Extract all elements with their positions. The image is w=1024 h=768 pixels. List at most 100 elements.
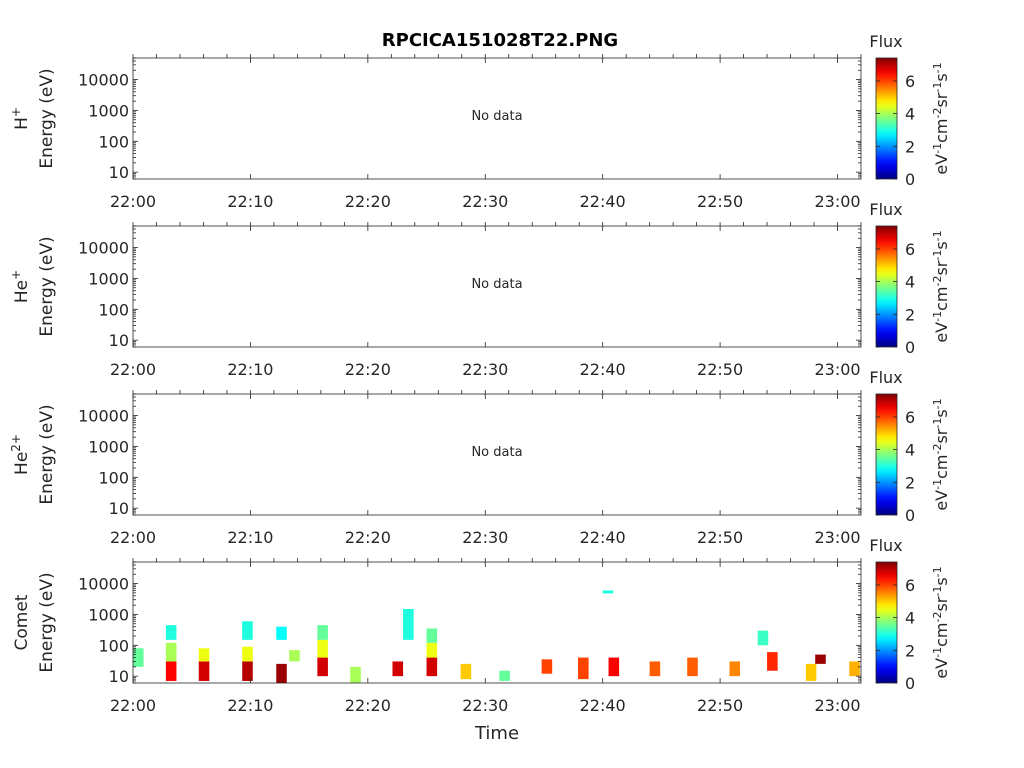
y-axis-label: Energy (eV): [37, 68, 57, 168]
colorbar-title: Flux: [869, 368, 902, 387]
flux-cell: [849, 661, 860, 677]
flux-cell: [608, 657, 620, 677]
colorbar-tick-label: 6: [905, 72, 915, 91]
flux-cell: [392, 661, 404, 677]
x-axis-label: Time: [474, 723, 519, 744]
colorbar-tick-label: 0: [905, 674, 915, 693]
no-data-label: No data: [471, 277, 522, 292]
y-tick-label: 10000: [78, 71, 129, 90]
y-axis-label: Energy (eV): [37, 572, 57, 672]
plot-frame: [132, 57, 862, 180]
x-tick-label: 22:10: [227, 696, 273, 715]
y-tick-label: 1000: [88, 437, 129, 456]
y-tick-label: 100: [98, 468, 129, 487]
x-tick-label: 22:50: [697, 696, 743, 715]
colorbar-unit-label: eV-1cm-2sr-1s-1: [931, 398, 951, 510]
species-label: He+: [9, 270, 32, 303]
flux-cell: [767, 652, 778, 671]
y-tick-label: 1000: [88, 605, 129, 624]
colorbar-tick-label: 4: [905, 273, 915, 292]
flux-cell: [541, 659, 553, 674]
colorbar-tick-label: 0: [905, 338, 915, 357]
plot-frame: [132, 393, 862, 516]
x-tick-label: 22:10: [227, 528, 273, 547]
flux-cell: [426, 642, 438, 658]
x-tick-label: 22:10: [227, 360, 273, 379]
colorbar-title: Flux: [869, 32, 902, 51]
flux-cell: [578, 657, 589, 680]
flux-cell: [805, 663, 817, 681]
flux-cell: [198, 661, 210, 681]
colorbar-tick-label: 4: [905, 609, 915, 628]
panel-1: 10 100 1000 10000 22:00 22:10 22:20 22:30 22:40 2…: [9, 32, 951, 211]
y-tick-label: 10000: [78, 239, 129, 258]
species-label: H+: [9, 107, 32, 130]
y-tick-label: 10: [109, 499, 129, 518]
x-tick-label: 22:40: [580, 696, 626, 715]
colorbar-unit-label: eV-1cm-2sr-1s-1: [931, 566, 951, 678]
colorbar-unit-label: eV-1cm-2sr-1s-1: [931, 230, 951, 342]
flux-cell: [165, 625, 177, 640]
colorbar: [875, 393, 898, 516]
x-tick-label: 22:40: [580, 360, 626, 379]
flux-cell: [499, 670, 510, 681]
x-tick-label: 22:30: [462, 192, 508, 211]
plot-frame: [132, 561, 862, 684]
y-axis-label: Energy (eV): [37, 236, 57, 336]
no-data-label: No data: [471, 109, 522, 124]
x-tick-label: 23:00: [814, 696, 860, 715]
flux-cell: [133, 648, 144, 667]
y-tick-label: 100: [98, 132, 129, 151]
species-label: He2+: [9, 434, 32, 475]
x-tick-label: 22:40: [580, 192, 626, 211]
flux-cell: [649, 661, 661, 677]
panel-2: 10 100 1000 10000 22:00 22:10 22:20 22:30 22:40 2…: [9, 200, 951, 379]
flux-cell: [687, 657, 698, 677]
panel-3: 10 100 1000 10000 22:00 22:10 22:20 22:30 22:40 2…: [9, 368, 951, 547]
colorbar-tick-label: 2: [905, 473, 915, 492]
flux-cell: [317, 639, 328, 658]
flux-cell: [276, 626, 287, 640]
y-tick-label: 10: [109, 163, 129, 182]
flux-cell: [165, 642, 177, 662]
colorbar-tick-label: 6: [905, 576, 915, 595]
x-tick-label: 22:50: [697, 360, 743, 379]
flux-cell: [426, 628, 438, 643]
flux-cell: [165, 661, 177, 681]
colorbar: [875, 225, 898, 348]
x-tick-label: 23:00: [814, 192, 860, 211]
y-tick-label: 10: [109, 331, 129, 350]
flux-cell: [815, 654, 826, 664]
flux-cell: [317, 625, 328, 640]
x-tick-label: 22:30: [462, 360, 508, 379]
flux-cell: [757, 630, 769, 646]
y-tick-label: 10: [109, 667, 129, 686]
flux-cell: [729, 661, 741, 677]
y-tick-label: 10000: [78, 575, 129, 594]
colorbar-tick-label: 2: [905, 137, 915, 156]
plot-frame: [132, 225, 862, 348]
colorbar-tick-label: 6: [905, 240, 915, 259]
figure-title: RPCICA151028T22.PNG: [381, 30, 619, 51]
flux-cell: [460, 663, 472, 680]
colorbar: [875, 57, 898, 180]
x-tick-label: 22:30: [462, 696, 508, 715]
flux-cell: [403, 608, 414, 640]
flux-cell: [289, 650, 300, 662]
colorbar-tick-label: 4: [905, 105, 915, 124]
x-tick-label: 22:00: [110, 192, 156, 211]
x-tick-label: 22:10: [227, 192, 273, 211]
no-data-label: No data: [471, 445, 522, 460]
y-tick-label: 100: [98, 300, 129, 319]
flux-cell: [198, 648, 210, 662]
colorbar-tick-label: 0: [905, 506, 915, 525]
x-tick-label: 22:40: [580, 528, 626, 547]
x-tick-label: 22:50: [697, 528, 743, 547]
colorbar-tick-label: 2: [905, 641, 915, 660]
x-tick-label: 22:00: [110, 360, 156, 379]
x-tick-label: 22:20: [345, 528, 391, 547]
x-tick-label: 22:20: [345, 696, 391, 715]
colorbar-tick-label: 4: [905, 441, 915, 460]
y-tick-label: 1000: [88, 269, 129, 288]
